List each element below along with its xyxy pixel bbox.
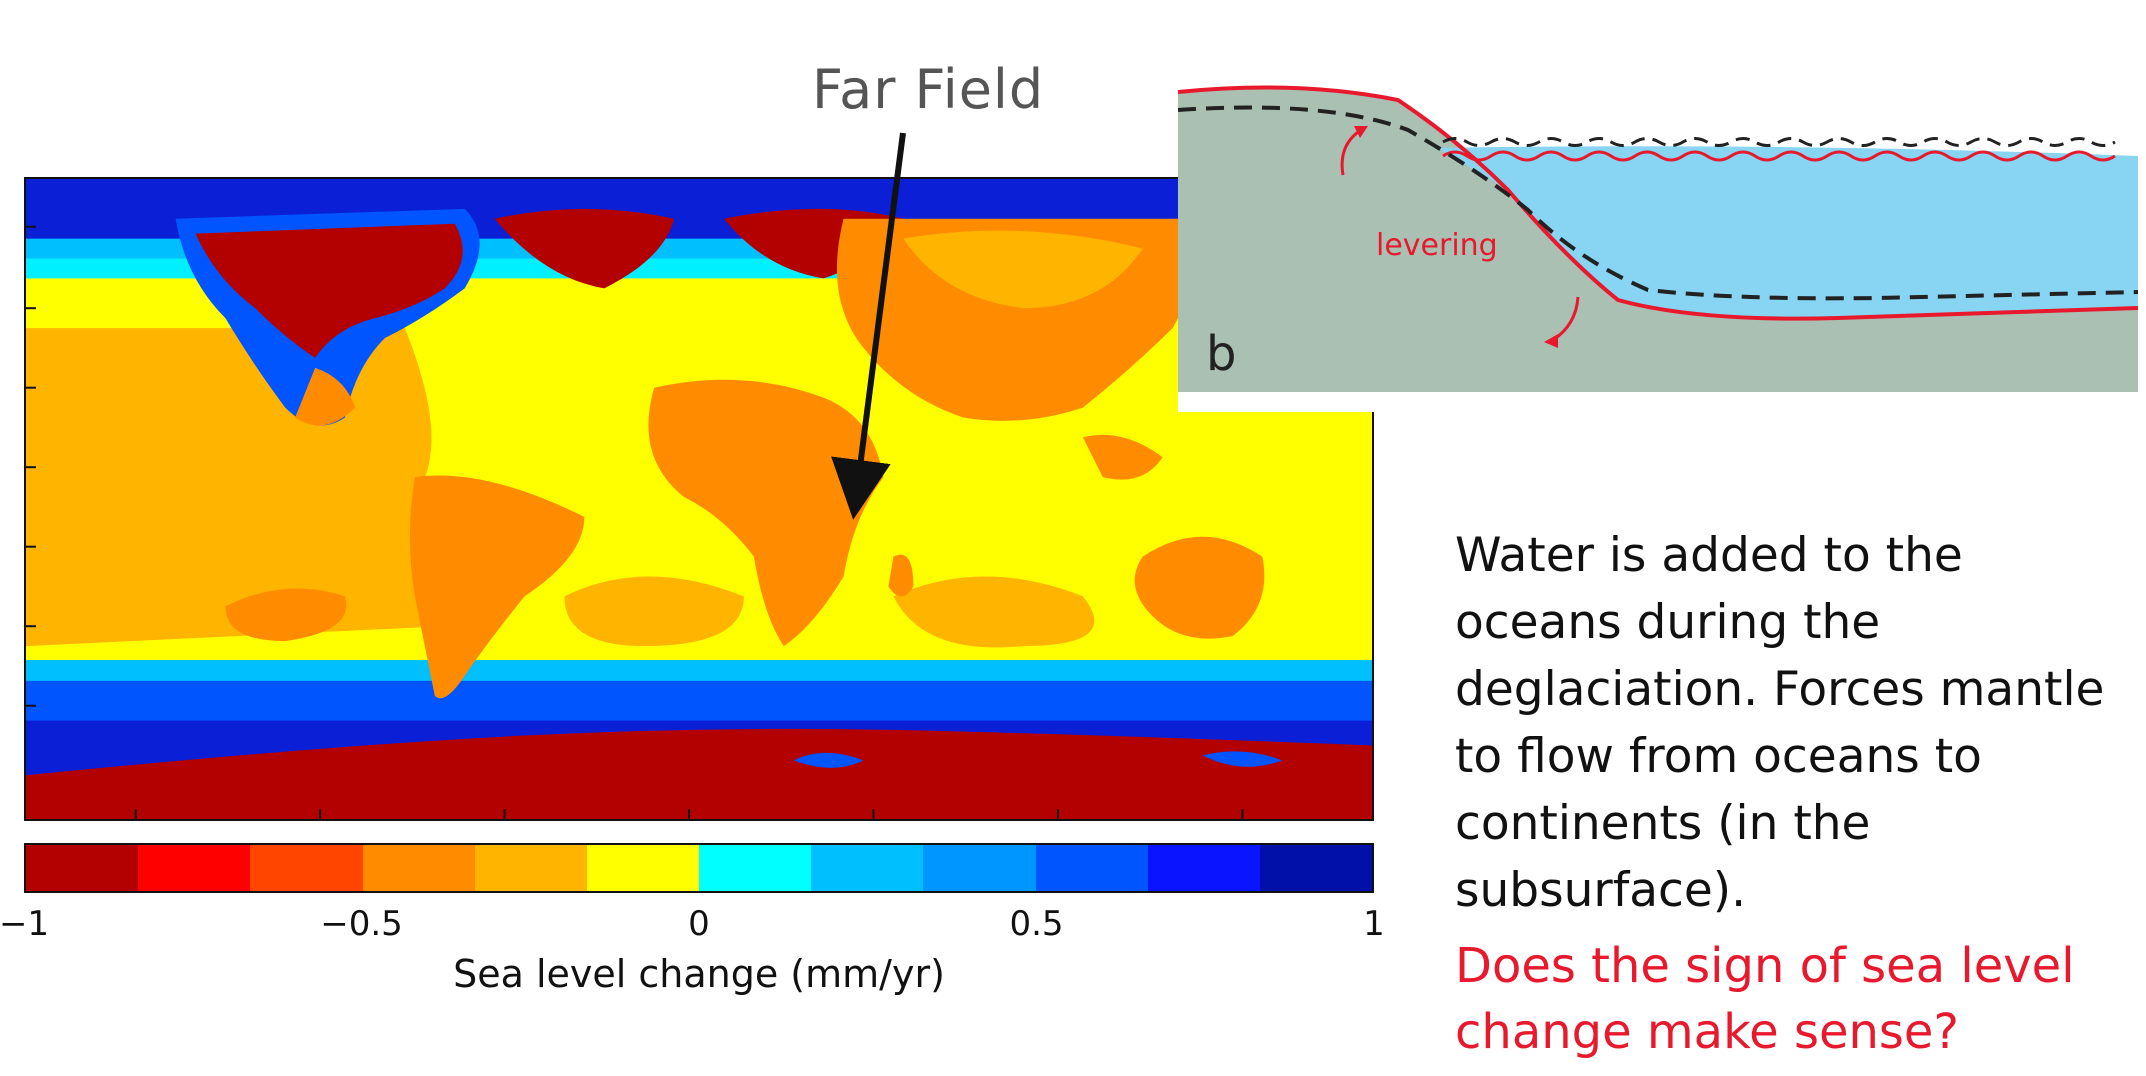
colorbar-tick-label: −0.5: [320, 904, 403, 944]
siberia-amber: [903, 230, 1143, 309]
levering-diagram: levering b: [1178, 60, 2138, 412]
colorbar-tick-label: 1: [1363, 904, 1385, 944]
south-america: [409, 475, 585, 699]
diagram-red-sea-surface: [1442, 150, 2116, 162]
panel-letter: b: [1206, 326, 1236, 382]
colorbar-tick-label: 0.5: [1009, 904, 1064, 944]
colorbar-segment: [26, 845, 139, 891]
colorbar-tick-label: −1: [0, 904, 50, 944]
question-text: Does the sign of sea level change make s…: [1455, 938, 2075, 1060]
colorbar: [24, 843, 1374, 893]
africa: [648, 379, 884, 647]
maritime-continent: [1082, 434, 1163, 480]
antarctic-blue-patch-1: [793, 752, 864, 768]
atlantic-amber: [564, 576, 744, 647]
colorbar-segment: [1259, 845, 1373, 891]
colorbar-segment: [474, 845, 587, 891]
explanation-text: Water is added to the oceans during the …: [1455, 528, 2105, 918]
madagascar: [888, 554, 914, 597]
colorbar-segment: [811, 845, 924, 891]
colorbar-segment: [362, 845, 475, 891]
sea-level-map: [24, 177, 1374, 821]
diagram-water: [1438, 146, 2138, 319]
colorbar-segment: [1035, 845, 1148, 891]
australia: [1134, 536, 1265, 639]
diagram-land: [1178, 87, 2138, 392]
colorbar-segment: [250, 845, 363, 891]
colorbar-segment: [586, 845, 700, 891]
far-field-label: Far Field: [812, 58, 1045, 121]
indian-ocean-amber: [893, 576, 1095, 648]
greenland-ice: [494, 208, 675, 289]
colorbar-segment: [699, 845, 812, 891]
diagram-dashed-sea-surface: [1442, 137, 2116, 147]
diagram-dashed-surface: [1178, 105, 2138, 301]
colorbar-label: Sea level change (mm/yr): [453, 952, 945, 996]
diagram-arrowhead-down: [1544, 334, 1558, 348]
diagram-red-surface: [1178, 85, 2138, 321]
pacific-amber: [26, 328, 445, 647]
diagram-arrowhead-up: [1354, 126, 1368, 138]
colorbar-segment: [923, 845, 1036, 891]
laurentide-ice-sheet: [195, 223, 463, 358]
antarctic-blue-patch-2: [1202, 751, 1283, 767]
colorbar-tick-label: 0: [688, 904, 710, 944]
central-america: [295, 367, 356, 426]
pacific-orange-patch: [225, 588, 347, 642]
map-ticks: [26, 225, 1244, 819]
levering-label: levering: [1376, 228, 1498, 263]
southern-ocean-blue: [26, 680, 1372, 721]
map-canvas: [26, 179, 1372, 819]
antarctica-ice: [26, 728, 1372, 819]
colorbar-segment: [1147, 845, 1260, 891]
colorbar-segment: [138, 845, 251, 891]
